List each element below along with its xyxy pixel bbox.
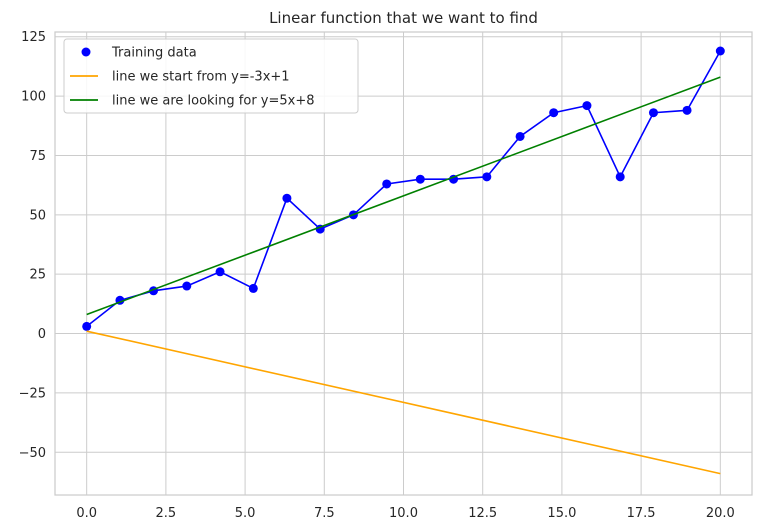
training-data-point bbox=[382, 179, 392, 189]
axes-frame bbox=[54, 31, 753, 496]
x-tick-label: 0.0 bbox=[76, 506, 97, 521]
legend: Training data line we start from y=-3x+1 l… bbox=[63, 38, 359, 114]
x-tick-label: 2.5 bbox=[156, 506, 177, 521]
x-tick-label: 12.5 bbox=[468, 506, 497, 521]
training-data-line bbox=[86, 50, 722, 328]
target-line bbox=[86, 76, 721, 316]
training-data-point bbox=[248, 283, 258, 293]
x-tick-label: 7.5 bbox=[314, 506, 335, 521]
legend-marker bbox=[81, 47, 91, 57]
x-tick-label: 17.5 bbox=[627, 506, 656, 521]
chart-title: Linear function that we want to find bbox=[269, 9, 538, 27]
training-data-point bbox=[648, 108, 658, 118]
legend-entry: line we are looking for y=5x+8 bbox=[112, 94, 315, 109]
training-data-point bbox=[182, 281, 192, 291]
training-data-point bbox=[715, 46, 725, 56]
y-tick-label: 75 bbox=[29, 149, 46, 164]
training-data-point bbox=[415, 174, 425, 184]
y-tick-label: 100 bbox=[21, 90, 46, 105]
x-tick-label: 15.0 bbox=[547, 506, 576, 521]
plot-area bbox=[82, 46, 725, 475]
y-tick-label: −50 bbox=[19, 446, 46, 461]
x-axis: 0.0 2.5 5.0 7.5 10.0 12.5 15.0 17.5 20.0 bbox=[76, 506, 734, 521]
training-data-point bbox=[482, 172, 492, 182]
training-data-point bbox=[282, 193, 292, 203]
y-axis: −50 −25 0 25 50 75 100 125 bbox=[19, 30, 46, 461]
training-data-point bbox=[215, 267, 225, 277]
start-line bbox=[86, 330, 721, 475]
x-tick-label: 20.0 bbox=[706, 506, 735, 521]
x-tick-label: 10.0 bbox=[389, 506, 418, 521]
y-tick-label: 125 bbox=[21, 30, 46, 45]
legend-entry: line we start from y=-3x+1 bbox=[112, 70, 290, 85]
legend-box bbox=[63, 38, 359, 114]
training-data-point bbox=[549, 108, 559, 118]
y-tick-label: −25 bbox=[19, 386, 46, 401]
y-tick-label: 0 bbox=[38, 327, 46, 342]
training-data-point bbox=[515, 131, 525, 141]
training-data-point bbox=[615, 172, 625, 182]
x-tick-label: 5.0 bbox=[235, 506, 256, 521]
y-tick-label: 50 bbox=[29, 208, 46, 223]
training-data-point bbox=[682, 105, 692, 115]
grid bbox=[55, 32, 752, 495]
legend-entry: Training data bbox=[111, 46, 197, 61]
training-data-point bbox=[82, 321, 92, 331]
y-tick-label: 25 bbox=[29, 268, 46, 283]
training-data-point bbox=[582, 101, 592, 111]
